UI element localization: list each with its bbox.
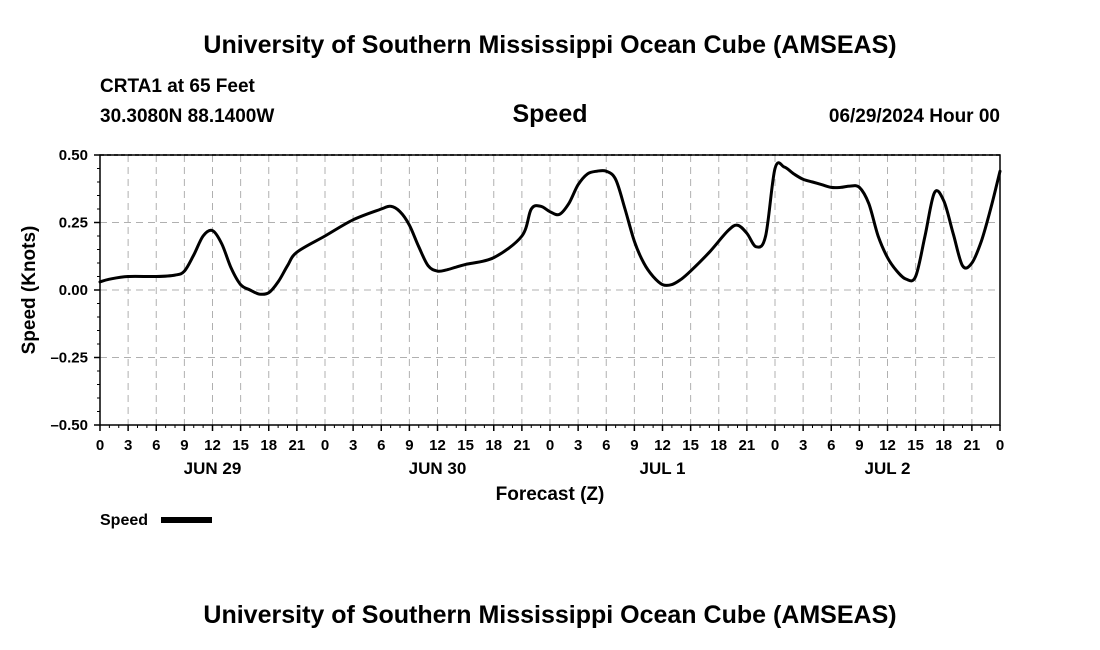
x-tick-label: 0 [321,437,329,454]
x-tick-label: 9 [405,437,413,454]
legend-label: Speed [100,512,148,529]
x-tick-label: 15 [907,437,924,454]
variable-title: Speed [512,100,588,128]
y-tick-label: 0.00 [59,282,88,299]
day-label: JUN 29 [184,459,242,478]
day-label: JUN 30 [409,459,467,478]
x-axis-title: Forecast (Z) [496,484,605,505]
x-tick-label: 9 [630,437,638,454]
y-tick-label: 0.50 [59,147,88,164]
y-tick-label: 0.25 [59,215,88,232]
day-label: JUL 1 [640,459,686,478]
station-label: CRTA1 at 65 Feet [100,76,255,97]
x-tick-label: 21 [964,437,981,454]
footer-title: University of Southern Mississippi Ocean… [203,601,897,629]
chart-title: University of Southern Mississippi Ocean… [203,31,897,59]
x-tick-label: 6 [377,437,385,454]
x-tick-label: 18 [485,437,502,454]
speed-series-line [98,161,1002,296]
x-tick-label: 6 [827,437,835,454]
y-axis-title: Speed (Knots) [19,226,40,355]
x-tick-label: 0 [771,437,779,454]
x-tick-label: 0 [96,437,104,454]
x-tick-label: 0 [996,437,1004,454]
x-tick-label: 9 [855,437,863,454]
x-tick-label: 3 [124,437,132,454]
x-tick-label: 18 [710,437,727,454]
x-tick-label: 3 [349,437,357,454]
x-tick-label: 12 [204,437,221,454]
x-tick-label: 12 [879,437,896,454]
axes: 0 3 6 9 12 15 18 21 0 3 6 9 12 15 18 21 0 3 6 9 12 15 18 21 0 3 6 9… [50,147,1004,478]
x-tick-label: 21 [289,437,306,454]
x-tick-label: 6 [602,437,610,454]
x-tick-label: 6 [152,437,160,454]
x-tick-label: 21 [739,437,756,454]
x-tick-label: 18 [260,437,277,454]
station-coordinates: 30.3080N 88.1400W [100,106,275,127]
forecast-datetime: 06/29/2024 Hour 00 [828,106,1000,127]
y-tick-label: –0.25 [50,350,88,367]
x-tick-label: 12 [654,437,671,454]
x-tick-label: 15 [682,437,699,454]
x-tick-label: 0 [546,437,554,454]
legend-line-swatch [161,517,212,523]
y-tick-label: –0.50 [50,417,88,434]
x-tick-label: 9 [180,437,188,454]
x-tick-label: 21 [514,437,531,454]
day-label: JUL 2 [865,459,911,478]
x-tick-label: 3 [574,437,582,454]
x-tick-label: 3 [799,437,807,454]
x-tick-label: 18 [935,437,952,454]
x-tick-label: 15 [457,437,474,454]
x-tick-label: 12 [429,437,446,454]
x-tick-label: 15 [232,437,249,454]
